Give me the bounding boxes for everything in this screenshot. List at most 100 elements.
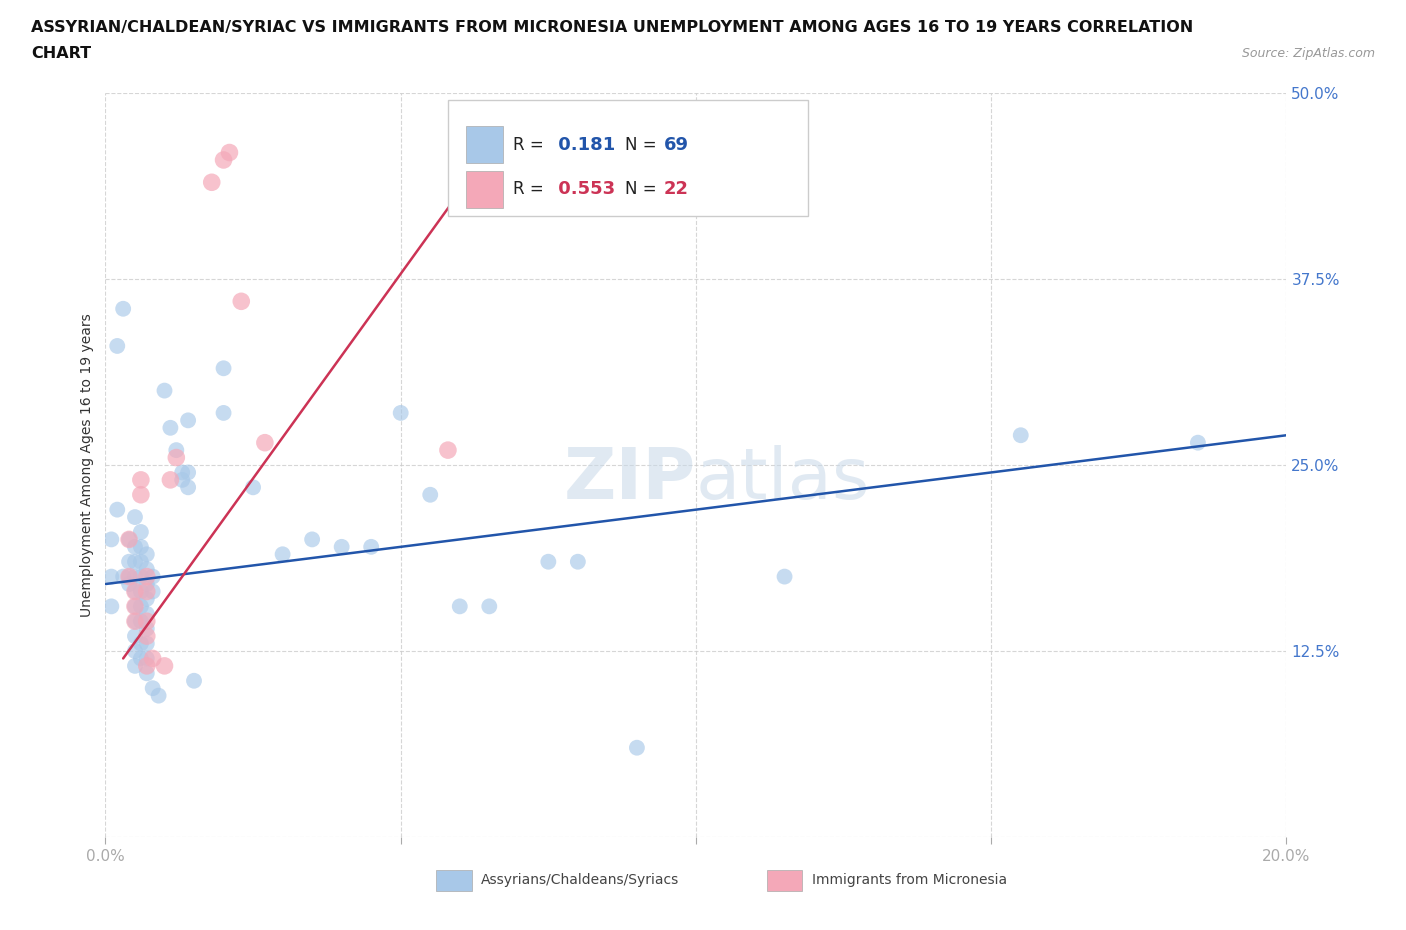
Point bbox=[159, 420, 181, 435]
Point bbox=[218, 145, 240, 160]
Point bbox=[129, 539, 152, 554]
FancyBboxPatch shape bbox=[449, 100, 808, 216]
Point bbox=[142, 681, 165, 696]
Text: 0.181: 0.181 bbox=[553, 136, 616, 153]
Point bbox=[124, 510, 146, 525]
Point bbox=[124, 584, 146, 599]
Point bbox=[142, 569, 165, 584]
Point bbox=[100, 599, 122, 614]
Point bbox=[135, 666, 157, 681]
Point bbox=[135, 569, 157, 584]
Point bbox=[626, 740, 648, 755]
Point bbox=[1010, 428, 1032, 443]
Text: ASSYRIAN/CHALDEAN/SYRIAC VS IMMIGRANTS FROM MICRONESIA UNEMPLOYMENT AMONG AGES 1: ASSYRIAN/CHALDEAN/SYRIAC VS IMMIGRANTS F… bbox=[31, 20, 1194, 35]
Point bbox=[135, 651, 157, 666]
Point bbox=[389, 405, 412, 420]
Point bbox=[212, 361, 235, 376]
Point bbox=[177, 413, 200, 428]
FancyBboxPatch shape bbox=[465, 126, 503, 164]
Point bbox=[135, 621, 157, 636]
Point bbox=[231, 294, 253, 309]
Point bbox=[449, 599, 471, 614]
Point bbox=[142, 651, 165, 666]
Point bbox=[124, 599, 146, 614]
Point bbox=[129, 651, 152, 666]
Point bbox=[537, 554, 560, 569]
Point bbox=[301, 532, 323, 547]
Point bbox=[177, 480, 200, 495]
Point bbox=[135, 636, 157, 651]
Point bbox=[153, 383, 176, 398]
Text: 69: 69 bbox=[664, 136, 689, 153]
Point bbox=[124, 599, 146, 614]
Point bbox=[135, 562, 157, 577]
Point bbox=[129, 569, 152, 584]
Point bbox=[129, 472, 152, 487]
Point bbox=[183, 673, 205, 688]
Text: Source: ZipAtlas.com: Source: ZipAtlas.com bbox=[1241, 46, 1375, 60]
Text: CHART: CHART bbox=[31, 46, 91, 61]
Point bbox=[172, 465, 194, 480]
FancyBboxPatch shape bbox=[436, 870, 471, 891]
Point bbox=[124, 629, 146, 644]
Point bbox=[419, 487, 441, 502]
Text: N =: N = bbox=[626, 180, 662, 198]
Point bbox=[129, 525, 152, 539]
Point bbox=[135, 606, 157, 621]
FancyBboxPatch shape bbox=[766, 870, 803, 891]
Point bbox=[129, 487, 152, 502]
Point bbox=[253, 435, 276, 450]
Point bbox=[100, 569, 122, 584]
Point bbox=[112, 569, 135, 584]
Text: N =: N = bbox=[626, 136, 662, 153]
Point bbox=[212, 153, 235, 167]
Point bbox=[124, 569, 146, 584]
Point bbox=[148, 688, 170, 703]
Point bbox=[124, 554, 146, 569]
Point bbox=[360, 539, 382, 554]
Point bbox=[135, 614, 157, 629]
Text: Assyrians/Chaldeans/Syriacs: Assyrians/Chaldeans/Syriacs bbox=[481, 873, 679, 887]
Point bbox=[135, 547, 157, 562]
Text: R =: R = bbox=[513, 136, 548, 153]
Point bbox=[129, 614, 152, 629]
Point bbox=[129, 554, 152, 569]
Point bbox=[567, 554, 589, 569]
Point bbox=[172, 472, 194, 487]
Point bbox=[773, 569, 796, 584]
Point bbox=[142, 584, 165, 599]
Point bbox=[118, 532, 141, 547]
Point bbox=[118, 577, 141, 591]
Point bbox=[177, 465, 200, 480]
Point bbox=[124, 658, 146, 673]
Point bbox=[165, 450, 187, 465]
Text: atlas: atlas bbox=[696, 445, 870, 514]
Text: R =: R = bbox=[513, 180, 548, 198]
Point bbox=[271, 547, 294, 562]
Point bbox=[437, 443, 460, 458]
Point bbox=[124, 614, 146, 629]
FancyBboxPatch shape bbox=[465, 170, 503, 208]
Point bbox=[118, 569, 141, 584]
Text: 22: 22 bbox=[664, 180, 689, 198]
Point bbox=[112, 301, 135, 316]
Point bbox=[105, 339, 128, 353]
Point bbox=[135, 629, 157, 644]
Point bbox=[118, 532, 141, 547]
Point bbox=[105, 502, 128, 517]
Point bbox=[118, 569, 141, 584]
Point bbox=[124, 644, 146, 658]
Y-axis label: Unemployment Among Ages 16 to 19 years: Unemployment Among Ages 16 to 19 years bbox=[80, 313, 94, 617]
Point bbox=[129, 636, 152, 651]
Point bbox=[1187, 435, 1209, 450]
Text: 0.553: 0.553 bbox=[553, 180, 614, 198]
Point bbox=[100, 532, 122, 547]
Point bbox=[124, 614, 146, 629]
Point bbox=[201, 175, 224, 190]
Point bbox=[330, 539, 353, 554]
Point bbox=[135, 577, 157, 591]
Point bbox=[118, 554, 141, 569]
Point bbox=[153, 658, 176, 673]
Point bbox=[135, 584, 157, 599]
Point bbox=[212, 405, 235, 420]
